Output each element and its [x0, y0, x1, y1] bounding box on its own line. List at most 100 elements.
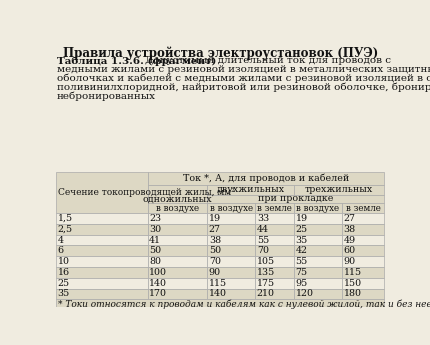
Bar [342, 245, 384, 256]
Text: 25: 25 [58, 279, 70, 288]
Text: 23: 23 [149, 214, 161, 223]
Text: 10: 10 [58, 257, 70, 266]
Bar [294, 224, 342, 235]
Text: 70: 70 [209, 257, 221, 266]
Bar [56, 235, 147, 245]
Bar [255, 256, 294, 267]
Text: 49: 49 [344, 236, 356, 245]
Text: 50: 50 [209, 246, 221, 255]
Bar [342, 203, 384, 213]
Text: Таблица 1.3.6. (фрагмент): Таблица 1.3.6. (фрагмент) [57, 56, 220, 66]
Bar [294, 213, 342, 224]
Bar [342, 256, 384, 267]
Text: 80: 80 [149, 257, 161, 266]
Text: 105: 105 [257, 257, 275, 266]
Text: 55: 55 [257, 236, 269, 245]
Bar [147, 288, 207, 299]
Text: 4: 4 [58, 236, 64, 245]
Bar [207, 185, 294, 195]
Text: поливинилхлоридной, найритовой или резиновой оболочке, бронированных и: поливинилхлоридной, найритовой или резин… [57, 82, 430, 92]
Bar [342, 235, 384, 245]
Text: в земле: в земле [346, 204, 381, 213]
Text: 30: 30 [149, 225, 161, 234]
Bar [255, 278, 294, 288]
Text: 70: 70 [257, 246, 269, 255]
Bar [147, 203, 207, 213]
Bar [207, 245, 255, 256]
Text: 210: 210 [257, 289, 275, 298]
Bar [56, 288, 147, 299]
Text: 44: 44 [257, 225, 269, 234]
Text: 175: 175 [257, 279, 275, 288]
Text: 95: 95 [295, 279, 308, 288]
Bar [207, 224, 255, 235]
Text: при прокладке: при прокладке [258, 194, 333, 203]
Text: 75: 75 [295, 268, 308, 277]
Bar [207, 213, 255, 224]
Text: 50: 50 [149, 246, 161, 255]
Text: 140: 140 [209, 289, 227, 298]
Text: 25: 25 [295, 225, 308, 234]
Text: 100: 100 [149, 268, 167, 277]
Bar [56, 299, 384, 309]
Text: в воздухе: в воздухе [156, 204, 199, 213]
Text: 115: 115 [209, 279, 227, 288]
Bar [207, 235, 255, 245]
Text: 27: 27 [344, 214, 356, 223]
Bar [294, 278, 342, 288]
Bar [147, 278, 207, 288]
Text: 33: 33 [257, 214, 269, 223]
Bar [147, 172, 384, 185]
Bar [56, 213, 147, 224]
Text: 2,5: 2,5 [58, 225, 73, 234]
Bar [255, 203, 294, 213]
Text: 41: 41 [149, 236, 161, 245]
Text: 38: 38 [209, 236, 221, 245]
Text: Ток *, А, для проводов и кабелей: Ток *, А, для проводов и кабелей [183, 174, 349, 183]
Text: небронированных: небронированных [57, 91, 156, 101]
Text: двухжильных: двухжильных [217, 185, 285, 194]
Bar [294, 203, 342, 213]
Text: медными жилами с резиновой изоляцией в металлических защитных: медными жилами с резиновой изоляцией в м… [57, 65, 430, 74]
Bar [56, 224, 147, 235]
Bar [207, 195, 384, 203]
Text: 27: 27 [209, 225, 221, 234]
Text: 35: 35 [58, 289, 70, 298]
Text: 35: 35 [295, 236, 308, 245]
Text: трехжильных: трехжильных [305, 185, 373, 194]
Bar [255, 224, 294, 235]
Bar [147, 185, 207, 213]
Text: 135: 135 [257, 268, 275, 277]
Text: 42: 42 [295, 246, 307, 255]
Text: 90: 90 [344, 257, 356, 266]
Bar [294, 288, 342, 299]
Bar [294, 245, 342, 256]
Bar [56, 245, 147, 256]
Bar [207, 288, 255, 299]
Text: 19: 19 [295, 214, 308, 223]
Bar [147, 256, 207, 267]
Text: 55: 55 [295, 257, 308, 266]
Bar [56, 267, 147, 278]
Bar [207, 267, 255, 278]
Bar [147, 267, 207, 278]
Text: Допустимый длительный ток для проводов с: Допустимый длительный ток для проводов с [144, 56, 390, 65]
Text: в земле: в земле [257, 204, 292, 213]
Bar [255, 235, 294, 245]
Bar [207, 278, 255, 288]
Text: одножильных: одножильных [143, 194, 212, 203]
Bar [147, 245, 207, 256]
Text: 120: 120 [295, 289, 313, 298]
Text: 1,5: 1,5 [58, 214, 73, 223]
Text: 38: 38 [344, 225, 356, 234]
Bar [207, 203, 255, 213]
Text: в воздухе: в воздухе [296, 204, 340, 213]
Bar [255, 267, 294, 278]
Text: 19: 19 [209, 214, 221, 223]
Bar [56, 172, 147, 213]
Bar [294, 235, 342, 245]
Text: в воздухе: в воздухе [210, 204, 253, 213]
Text: * Токи относятся к проводам и кабелям как с нулевой жилой, так и без нее: * Токи относятся к проводам и кабелям ка… [58, 299, 430, 309]
Bar [147, 213, 207, 224]
Bar [294, 267, 342, 278]
